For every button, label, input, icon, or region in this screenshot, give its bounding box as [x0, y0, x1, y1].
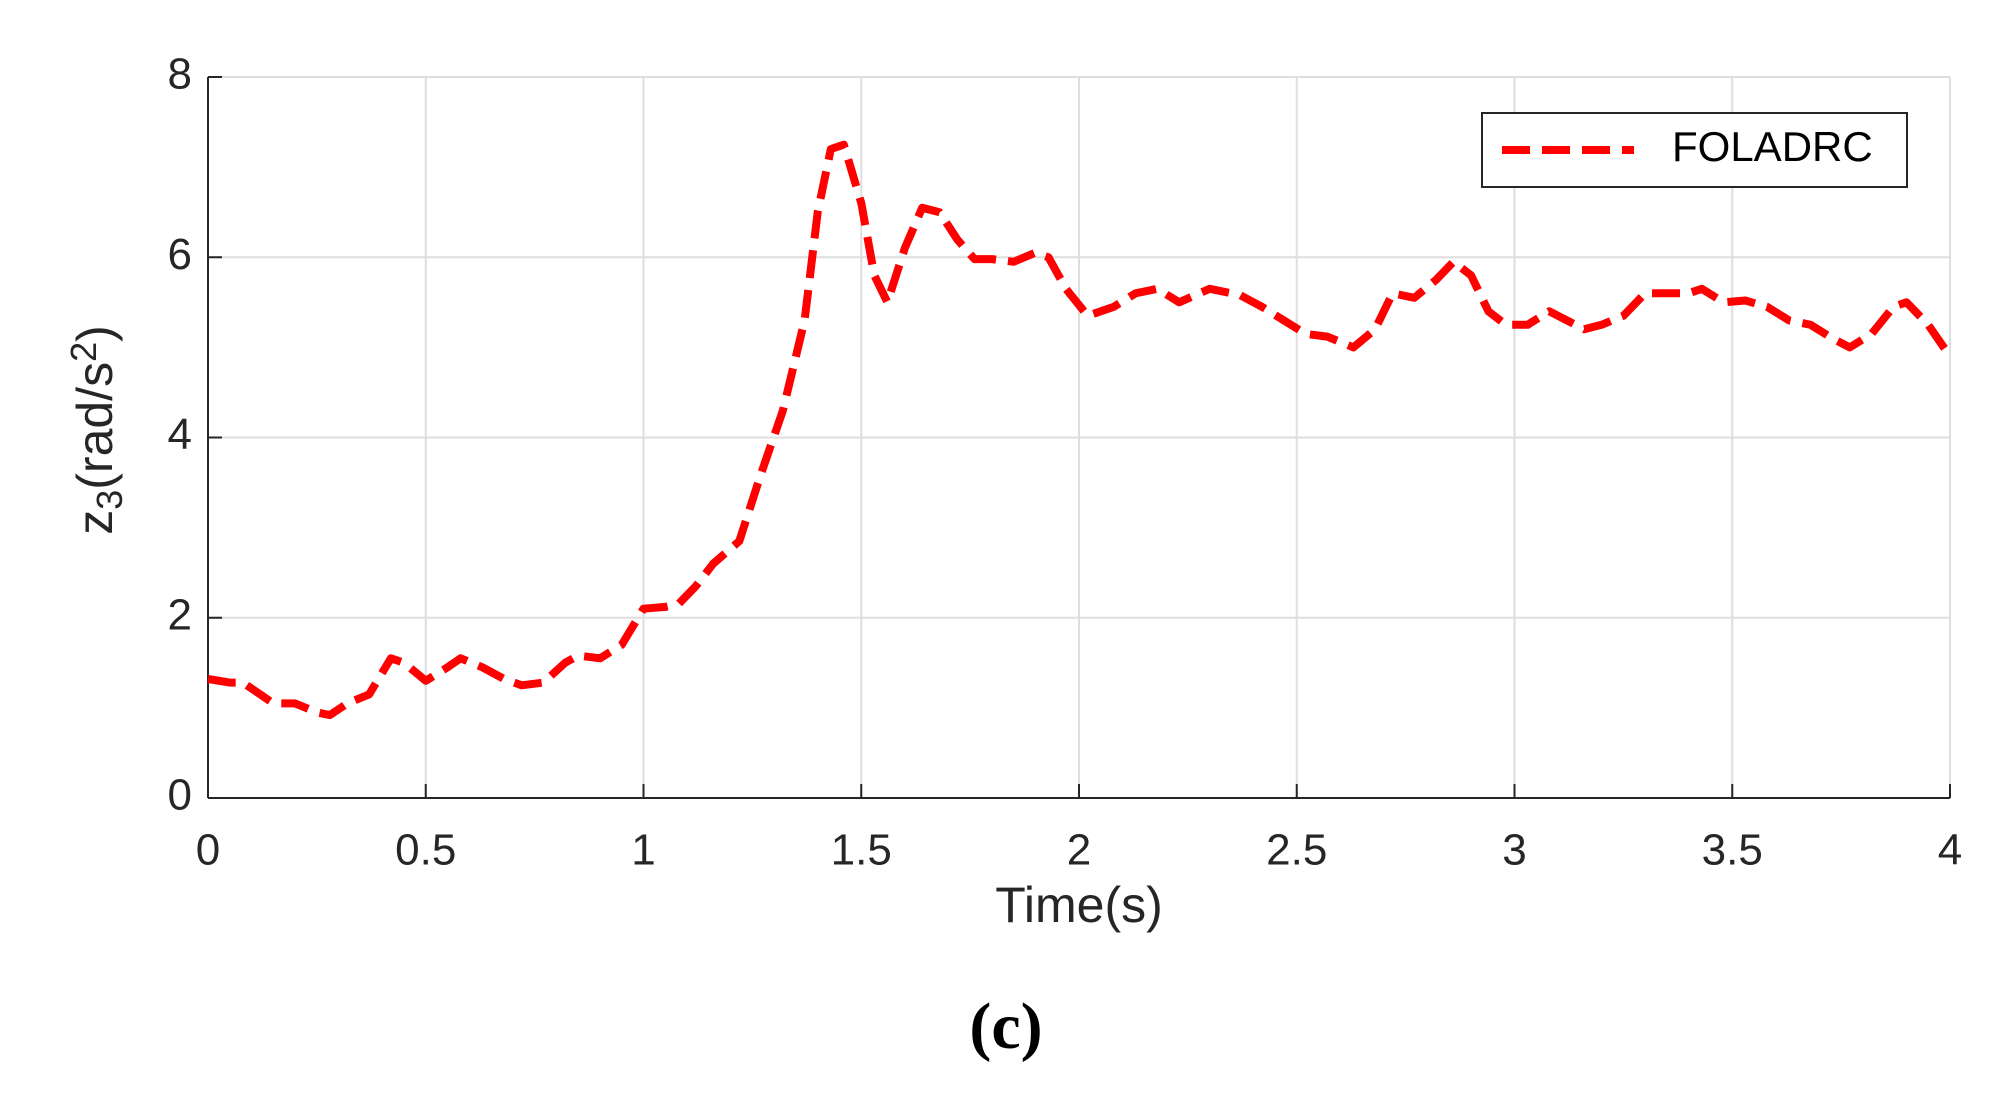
- legend-label: FOLADRC: [1672, 123, 1873, 170]
- y-tick-label: 8: [168, 50, 192, 99]
- y-tick-label: 2: [168, 590, 192, 639]
- x-tick-label: 1.5: [831, 826, 892, 875]
- legend: FOLADRC: [1481, 112, 1908, 188]
- y-tick-label: 4: [168, 410, 192, 459]
- x-tick-label: 2: [1067, 826, 1091, 875]
- y-label-sup: 2: [63, 342, 104, 362]
- y-tick-label: 6: [168, 230, 192, 279]
- y-label-sub: 3: [89, 490, 130, 510]
- x-tick-label: 4: [1938, 826, 1962, 875]
- y-label-main: (rad/s: [67, 362, 123, 490]
- data-line: [207, 140, 1954, 720]
- caption: (c): [969, 990, 1042, 1063]
- x-axis-label: Time(s): [995, 877, 1163, 933]
- x-tick-label: 1: [631, 826, 655, 875]
- x-tick-label: 0.5: [395, 826, 456, 875]
- y-axis-label: z3(rad/s2): [63, 325, 130, 535]
- x-tick-label: 3: [1502, 826, 1526, 875]
- x-tick-label: 2.5: [1266, 826, 1327, 875]
- y-tick-label: 0: [168, 771, 192, 820]
- y-label-base: z: [67, 510, 123, 535]
- x-tick-label: 0: [196, 826, 220, 875]
- y-label-end: ): [67, 325, 123, 342]
- x-tick-label: 3.5: [1702, 826, 1763, 875]
